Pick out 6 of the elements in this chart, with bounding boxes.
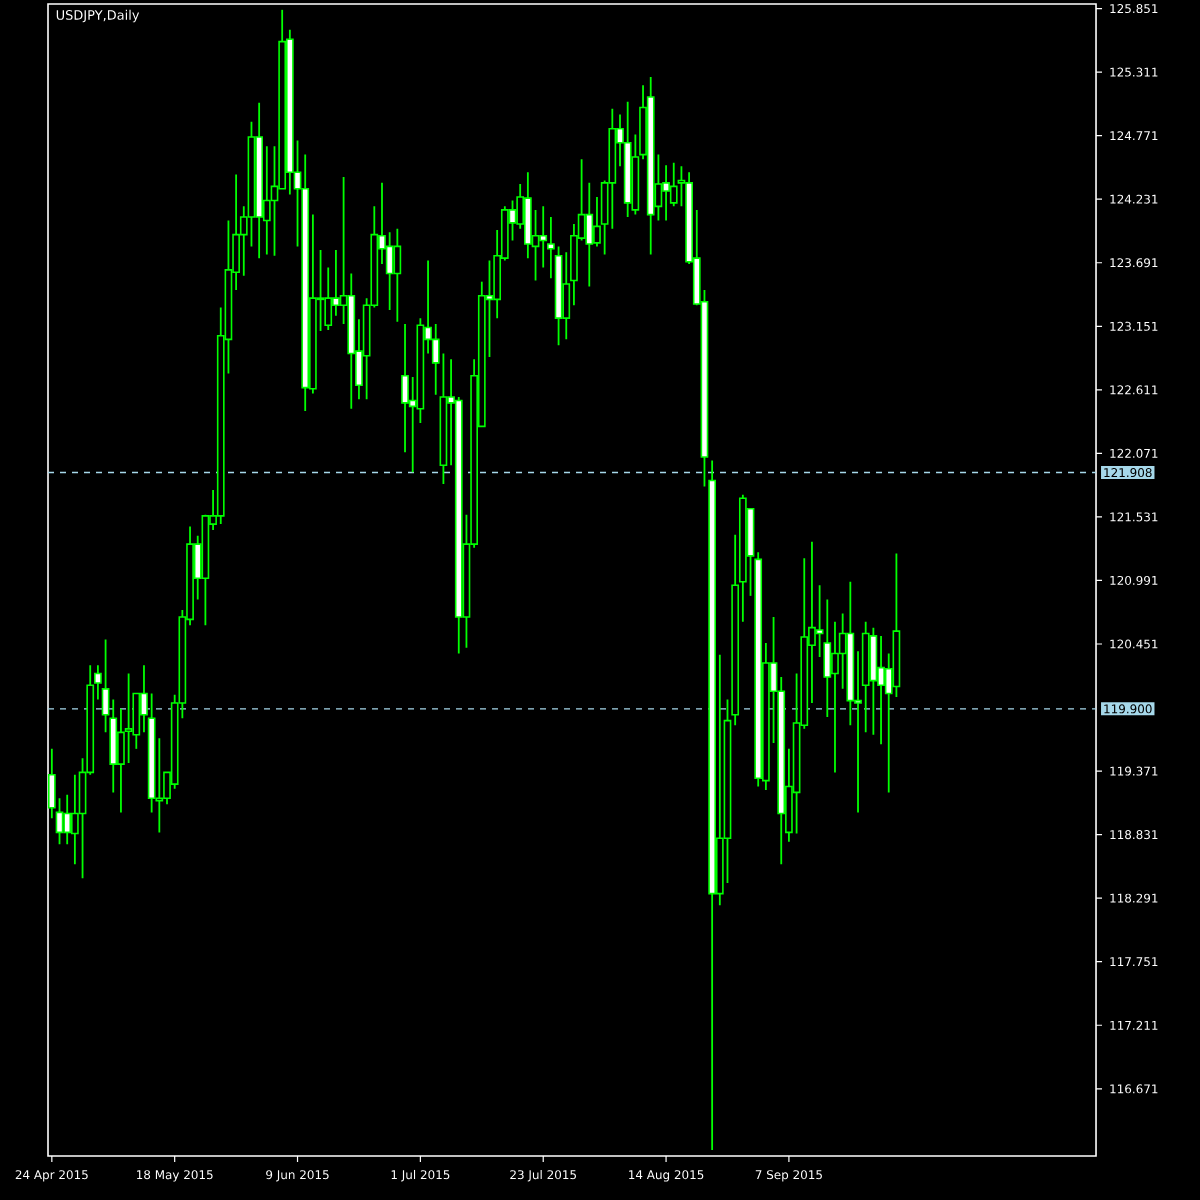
candlestick (393, 227, 402, 323)
candlestick (869, 626, 878, 736)
candlestick (255, 101, 264, 260)
candlestick (831, 620, 839, 774)
candlestick (646, 76, 655, 256)
candlestick (623, 100, 632, 218)
